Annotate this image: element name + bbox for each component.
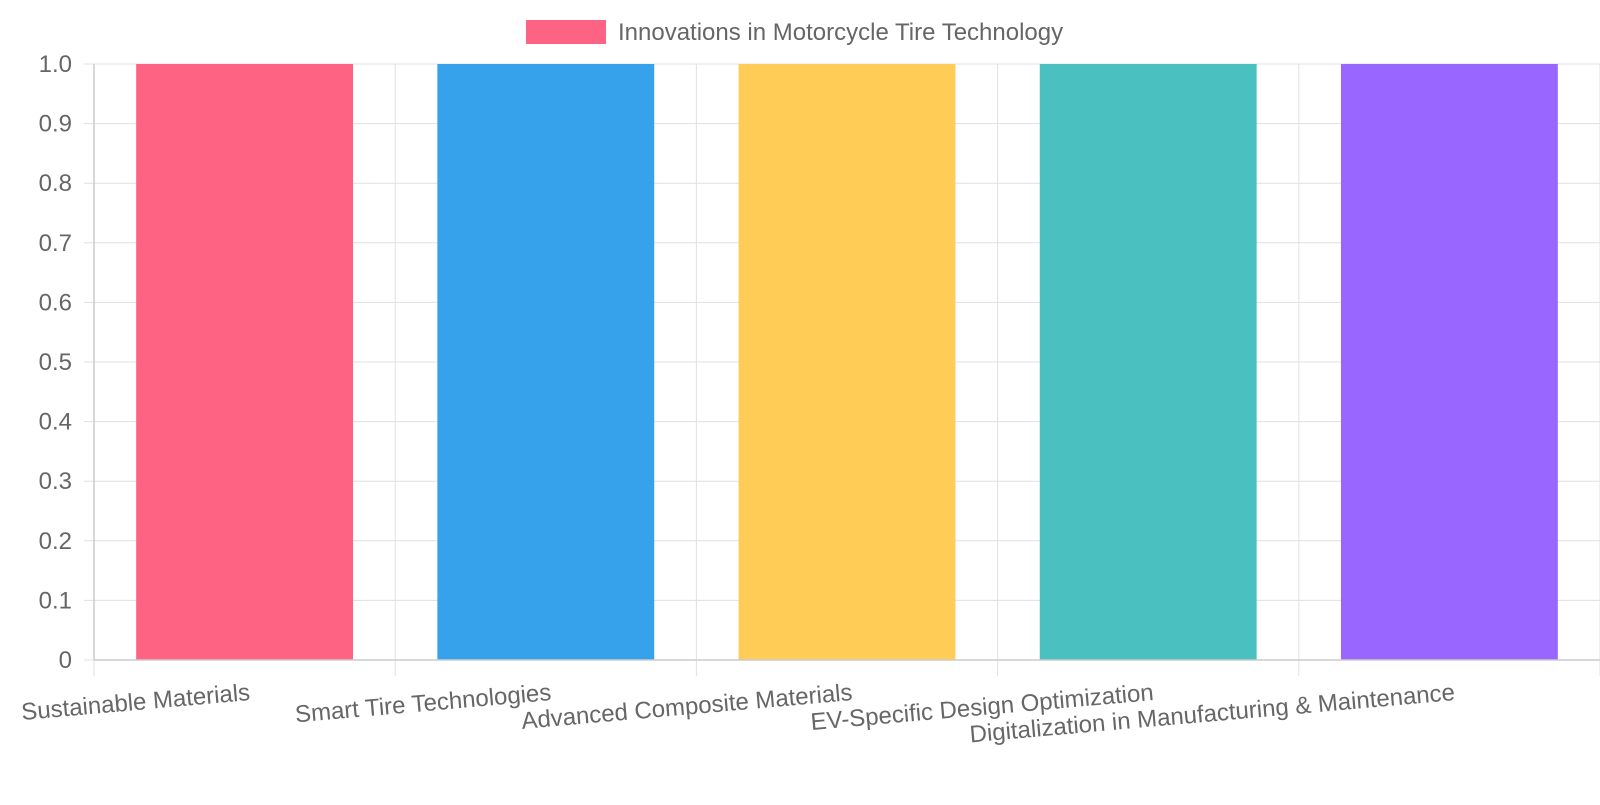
- axes: [93, 64, 1600, 661]
- legend-label: Innovations in Motorcycle Tire Technolog…: [618, 19, 1063, 46]
- legend[interactable]: Innovations in Motorcycle Tire Technolog…: [526, 19, 1063, 46]
- y-tick-label: 0.9: [39, 111, 72, 138]
- bar: [136, 64, 354, 660]
- bar: [437, 64, 655, 660]
- y-axis-ticks: 0 0.1 0.2 0.3 0.4 0.5 0.6 0.7 0.8 0.9 1.0: [39, 51, 72, 674]
- y-tick-label: 1.0: [39, 51, 72, 78]
- y-tick-label: 0.5: [39, 349, 72, 376]
- y-tick-label: 0.8: [39, 170, 72, 197]
- bar: [1039, 64, 1257, 660]
- y-tick-label: 0.2: [39, 528, 72, 555]
- y-tick-label: 0.1: [39, 587, 72, 614]
- x-tick-label: Smart Tire Technologies: [294, 679, 552, 728]
- y-tick-label: 0.6: [39, 289, 72, 316]
- y-tick-label: 0.3: [39, 468, 72, 495]
- x-axis-ticks: Sustainable Materials Smart Tire Technolo…: [20, 679, 1456, 748]
- legend-swatch: [526, 20, 606, 44]
- bar: [738, 64, 956, 660]
- bars: [136, 64, 1558, 660]
- bar: [1340, 64, 1558, 660]
- y-tick-label: 0.7: [39, 230, 72, 257]
- y-tick-label: 0.4: [39, 409, 72, 436]
- x-tick-label: Sustainable Materials: [20, 679, 251, 726]
- y-tick-label: 0: [59, 647, 72, 674]
- x-tick-label: Advanced Composite Materials: [520, 679, 853, 735]
